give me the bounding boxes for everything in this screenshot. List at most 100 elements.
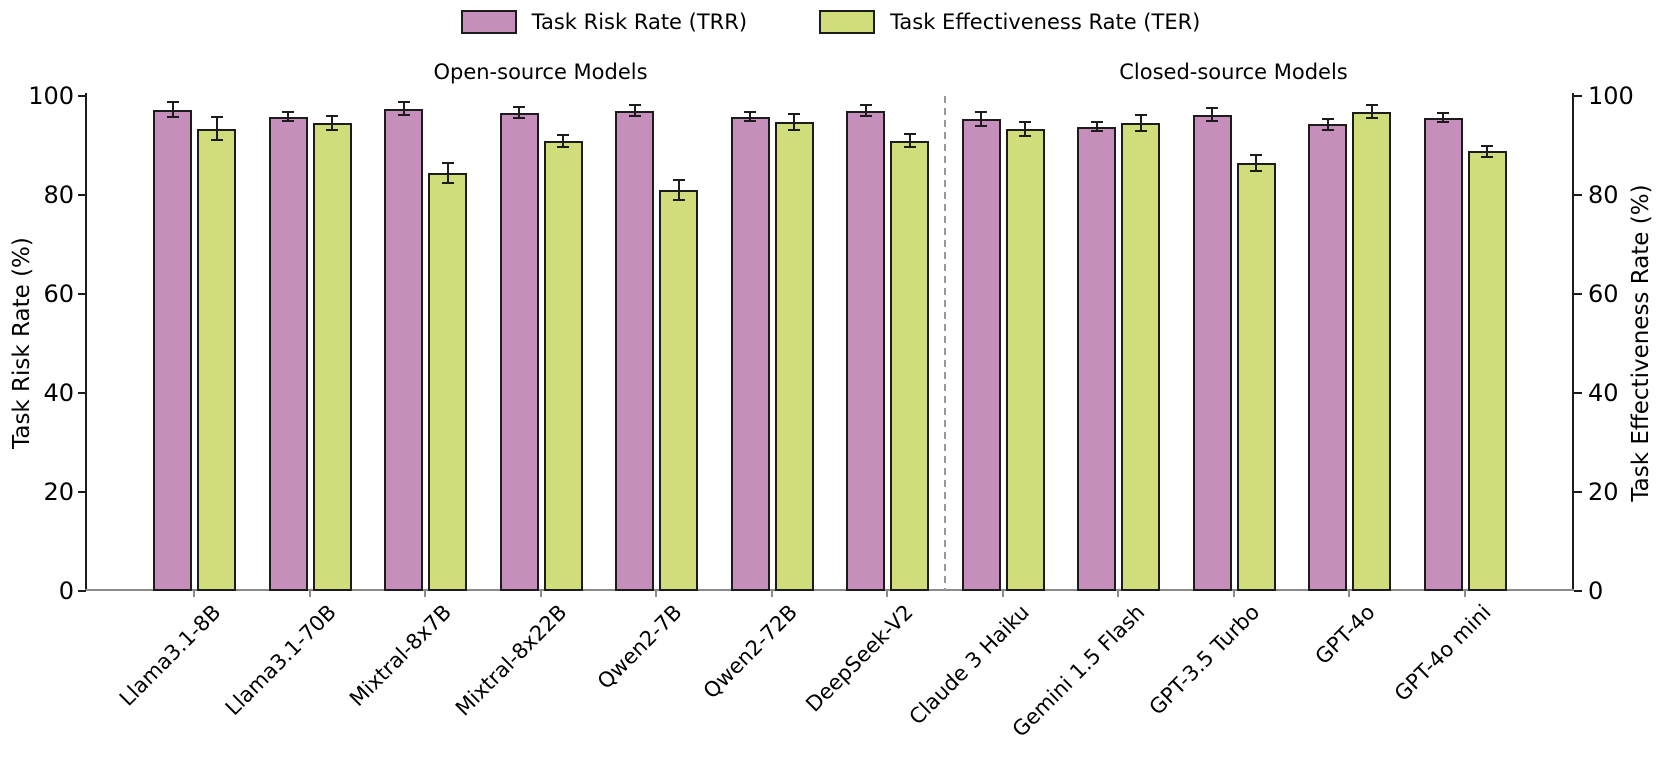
bar-ter-3	[543, 141, 583, 591]
y-tick-label-left: 60	[43, 280, 74, 308]
right-axis-tickmark	[1574, 392, 1582, 394]
error-bar-cap-bottom-1	[326, 129, 338, 132]
error-bar-cap-bottom-10	[1365, 117, 1378, 120]
left-axis-spine	[85, 93, 87, 591]
right-axis-tickmark	[1574, 194, 1582, 196]
bar-ter-7	[1005, 128, 1045, 591]
bar-trr-4	[615, 110, 654, 591]
bar-trr-10	[1308, 124, 1347, 591]
error-bar-cap-bottom-4	[628, 115, 641, 118]
error-bar-cap-top-6	[859, 104, 872, 107]
legend-label-1: Task Effectiveness Rate (TER)	[890, 9, 1201, 34]
right-axis-tickmark	[1574, 293, 1582, 295]
error-bar-cap-top-2	[397, 101, 410, 104]
error-bar-cap-bottom-6	[859, 115, 872, 118]
x-axis-tickmark	[1348, 591, 1350, 597]
x-axis-tickmark	[1001, 591, 1004, 597]
x-axis-tickmark	[1117, 591, 1119, 597]
right-axis-tickmark	[1574, 95, 1582, 97]
bar-ter-0	[197, 128, 236, 591]
error-bar-cap-bottom-8	[1134, 130, 1147, 133]
error-bar-cap-top-0	[210, 116, 223, 119]
bar-trr-0	[153, 109, 192, 591]
error-bar-10	[1326, 118, 1329, 130]
error-bar-3	[518, 107, 520, 119]
x-tick-label-1: Llama3.1-70B	[220, 600, 341, 721]
bar-ter-9	[1236, 163, 1276, 591]
y-tick-label-left: 20	[43, 478, 74, 506]
x-tick-label-10: GPT-4o	[1310, 600, 1380, 670]
legend-swatch-icon-1	[819, 10, 876, 34]
legend-item-0: Task Risk Rate (TRR)	[460, 9, 748, 34]
bar-ter-2	[428, 173, 467, 591]
error-bar-cap-top-7	[1019, 120, 1031, 123]
x-tick-label-0: Llama3.1-8B	[114, 600, 225, 711]
bar-trr-6	[846, 110, 885, 591]
error-bar-cap-top-4	[672, 179, 685, 182]
x-axis-tickmark	[308, 591, 311, 597]
error-bar-11	[1442, 113, 1444, 123]
x-tick-label-11: GPT-4o mini	[1389, 600, 1496, 706]
error-bar-cap-bottom-10	[1321, 128, 1334, 131]
x-tick-label-5: Qwen2-72B	[699, 600, 803, 704]
error-bar-cap-top-9	[1250, 154, 1262, 157]
x-axis-tickmark	[1232, 591, 1235, 597]
error-bar-cap-top-8	[1134, 114, 1147, 117]
error-bar-10	[1370, 105, 1373, 119]
bar-trr-2	[384, 108, 423, 591]
x-tick-label-4: Qwen2-7B	[593, 600, 687, 694]
x-axis-tickmark	[770, 591, 773, 597]
error-bar-cap-top-3	[557, 133, 569, 136]
right-axis-tickmark	[1574, 590, 1582, 592]
error-bar-cap-bottom-3	[557, 146, 569, 149]
error-bar-cap-bottom-11	[1437, 121, 1449, 124]
error-bar-cap-bottom-9	[1250, 170, 1262, 173]
y-tick-label-left: 40	[43, 379, 74, 407]
error-bar-2	[402, 102, 405, 116]
error-bar-cap-top-4	[628, 104, 641, 107]
bar-trr-8	[1077, 126, 1116, 591]
error-bar-cap-top-0	[166, 101, 179, 104]
error-bar-cap-bottom-7	[975, 124, 987, 127]
legend-label-0: Task Risk Rate (TRR)	[531, 9, 748, 34]
error-bar-cap-bottom-0	[210, 139, 223, 142]
bar-ter-10	[1352, 111, 1391, 591]
error-bar-9	[1211, 108, 1213, 122]
bar-trr-11	[1423, 117, 1463, 591]
left-axis-tickmark	[78, 194, 86, 196]
error-bar-cap-bottom-2	[441, 182, 454, 185]
error-bar-cap-top-5	[744, 111, 756, 114]
error-bar-5	[749, 112, 751, 122]
error-bar-7	[980, 111, 982, 126]
error-bar-6	[908, 134, 911, 147]
x-axis-tickmark	[193, 591, 195, 597]
left-axis-tickmark	[78, 95, 86, 97]
error-bar-cap-top-5	[788, 113, 800, 116]
error-bar-cap-top-6	[903, 133, 916, 136]
y-tick-label-left: 100	[28, 82, 74, 110]
error-bar-cap-top-7	[975, 110, 987, 113]
bar-ter-11	[1467, 151, 1507, 591]
right-axis-spine	[1572, 93, 1574, 591]
bar-trr-7	[961, 118, 1001, 591]
bar-ter-6	[890, 140, 929, 591]
y-tick-label-right: 60	[1588, 280, 1619, 308]
legend-item-1: Task Effectiveness Rate (TER)	[819, 10, 1200, 34]
y-tick-label-left: 0	[58, 577, 74, 605]
error-bar-cap-top-11	[1481, 144, 1493, 147]
error-bar-cap-bottom-2	[397, 114, 410, 117]
error-bar-8	[1139, 115, 1142, 132]
bar-trr-5	[730, 116, 770, 591]
bar-ter-1	[312, 123, 352, 591]
x-axis-tickmark	[886, 591, 888, 597]
x-axis-tickmark	[424, 591, 426, 597]
bar-ter-4	[659, 190, 698, 591]
legend-swatch-icon-0	[460, 10, 517, 34]
error-bar-1	[331, 116, 333, 131]
legend: Task Risk Rate (TRR) Task Effectiveness R…	[0, 10, 1661, 34]
error-bar-7	[1024, 121, 1026, 136]
x-tick-label-2: Mixtral-8x7B	[344, 600, 456, 712]
error-bar-4	[677, 180, 680, 200]
